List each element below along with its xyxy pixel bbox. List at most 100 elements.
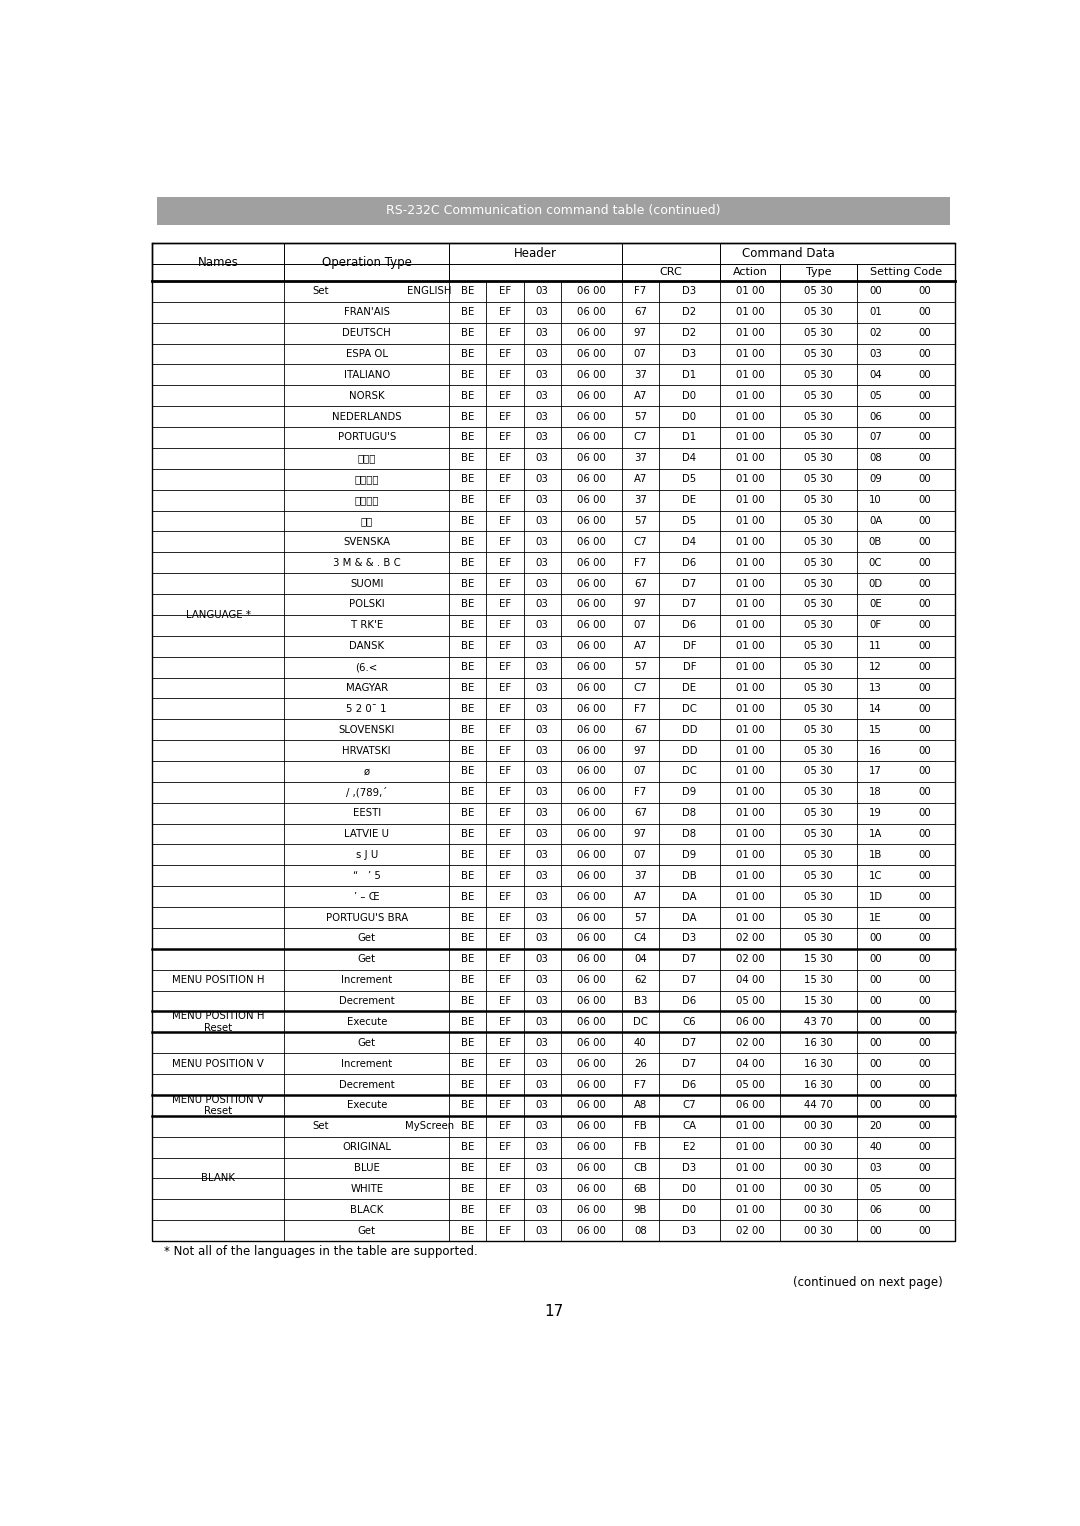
Text: T RK'E: T RK'E (351, 621, 383, 630)
Text: 05 00: 05 00 (735, 1079, 765, 1090)
Text: NORSK: NORSK (349, 391, 384, 401)
Text: 06 00: 06 00 (577, 1122, 606, 1131)
Text: 06 00: 06 00 (577, 412, 606, 421)
Text: MENU POSITION V
Reset: MENU POSITION V Reset (173, 1094, 265, 1116)
Text: s J U: s J U (355, 850, 378, 861)
Text: 03: 03 (536, 537, 549, 546)
Text: 15 30: 15 30 (805, 975, 833, 986)
Text: 00: 00 (918, 996, 931, 1006)
Text: 01 00: 01 00 (735, 1163, 765, 1173)
Text: EF: EF (499, 871, 511, 881)
Text: 03: 03 (536, 913, 549, 923)
Text: DB: DB (681, 871, 697, 881)
Text: F7: F7 (634, 557, 647, 568)
Text: 03: 03 (536, 934, 549, 943)
Text: 19: 19 (869, 809, 882, 818)
Text: 15: 15 (869, 725, 882, 734)
Text: BE: BE (461, 1206, 474, 1215)
Text: 00: 00 (918, 913, 931, 923)
Text: 06 00: 06 00 (577, 287, 606, 296)
Text: EF: EF (499, 787, 511, 797)
Text: 03: 03 (869, 1163, 882, 1173)
Text: EF: EF (499, 1206, 511, 1215)
Text: CA: CA (683, 1122, 697, 1131)
Text: 01 00: 01 00 (735, 641, 765, 652)
Text: LATVIE U: LATVIE U (345, 829, 389, 839)
Text: 05: 05 (869, 1184, 882, 1193)
Text: 00: 00 (918, 1016, 931, 1027)
Text: BE: BE (461, 1038, 474, 1048)
Text: 67: 67 (634, 809, 647, 818)
Text: 03: 03 (536, 1206, 549, 1215)
Text: 06 00: 06 00 (577, 557, 606, 568)
Text: D6: D6 (683, 996, 697, 1006)
Text: POLSKI: POLSKI (349, 600, 384, 609)
Text: EF: EF (499, 1079, 511, 1090)
Text: BE: BE (461, 934, 474, 943)
Text: 07: 07 (634, 766, 647, 777)
Text: D1: D1 (683, 369, 697, 380)
Text: 03: 03 (536, 369, 549, 380)
Text: BE: BE (461, 1163, 474, 1173)
Text: Header: Header (514, 247, 557, 259)
Text: 繁體中文: 繁體中文 (354, 494, 379, 505)
Text: 06 00: 06 00 (577, 809, 606, 818)
Text: 00: 00 (918, 662, 931, 671)
Text: 06 00: 06 00 (577, 954, 606, 964)
Text: 00 30: 00 30 (805, 1206, 833, 1215)
Text: EF: EF (499, 934, 511, 943)
Text: 01 00: 01 00 (735, 787, 765, 797)
Text: 00 30: 00 30 (805, 1184, 833, 1193)
Text: 01 00: 01 00 (735, 369, 765, 380)
Text: 05 30: 05 30 (805, 369, 833, 380)
Text: 0B: 0B (868, 537, 882, 546)
Text: 04 00: 04 00 (735, 975, 765, 986)
Text: 01 00: 01 00 (735, 349, 765, 359)
Text: 05 30: 05 30 (805, 578, 833, 589)
Text: C7: C7 (683, 1100, 697, 1111)
Text: 97: 97 (634, 829, 647, 839)
Text: 08: 08 (869, 453, 882, 464)
Text: 00: 00 (918, 1038, 931, 1048)
Text: BE: BE (461, 787, 474, 797)
Text: 06 00: 06 00 (577, 913, 606, 923)
Text: EF: EF (499, 954, 511, 964)
Text: 01 00: 01 00 (735, 621, 765, 630)
Text: 06 00: 06 00 (577, 1184, 606, 1193)
Text: A8: A8 (634, 1100, 647, 1111)
Text: 01 00: 01 00 (735, 809, 765, 818)
Text: D7: D7 (683, 1038, 697, 1048)
Text: 05 30: 05 30 (805, 537, 833, 546)
Text: ’ – Œ: ’ – Œ (354, 891, 379, 902)
Text: 05 30: 05 30 (805, 412, 833, 421)
Text: 03: 03 (536, 662, 549, 671)
Text: * Not all of the languages in the table are supported.: * Not all of the languages in the table … (164, 1245, 478, 1259)
Text: 06 00: 06 00 (577, 1163, 606, 1173)
Text: D3: D3 (683, 1163, 697, 1173)
Text: 62: 62 (634, 975, 647, 986)
Text: BE: BE (461, 913, 474, 923)
Text: BE: BE (461, 1184, 474, 1193)
Text: D9: D9 (683, 850, 697, 861)
Text: BE: BE (461, 349, 474, 359)
Text: 07: 07 (869, 432, 882, 443)
Text: 00: 00 (918, 475, 931, 484)
Text: 05 30: 05 30 (805, 391, 833, 401)
Text: 06 00: 06 00 (577, 578, 606, 589)
Text: 03: 03 (536, 809, 549, 818)
Text: 03: 03 (536, 307, 549, 317)
Text: 1D: 1D (868, 891, 882, 902)
Text: 05 30: 05 30 (805, 453, 833, 464)
Text: 03: 03 (536, 703, 549, 714)
Text: 05 30: 05 30 (805, 641, 833, 652)
Text: 01 00: 01 00 (735, 537, 765, 546)
Text: (continued on next page): (continued on next page) (793, 1276, 943, 1289)
Text: 03: 03 (536, 954, 549, 964)
Text: D5: D5 (683, 475, 697, 484)
Text: EF: EF (499, 600, 511, 609)
Text: ORIGINAL: ORIGINAL (342, 1141, 391, 1152)
Text: 01 00: 01 00 (735, 913, 765, 923)
Text: 03: 03 (536, 725, 549, 734)
Text: 00: 00 (869, 996, 882, 1006)
Text: 01 00: 01 00 (735, 684, 765, 693)
